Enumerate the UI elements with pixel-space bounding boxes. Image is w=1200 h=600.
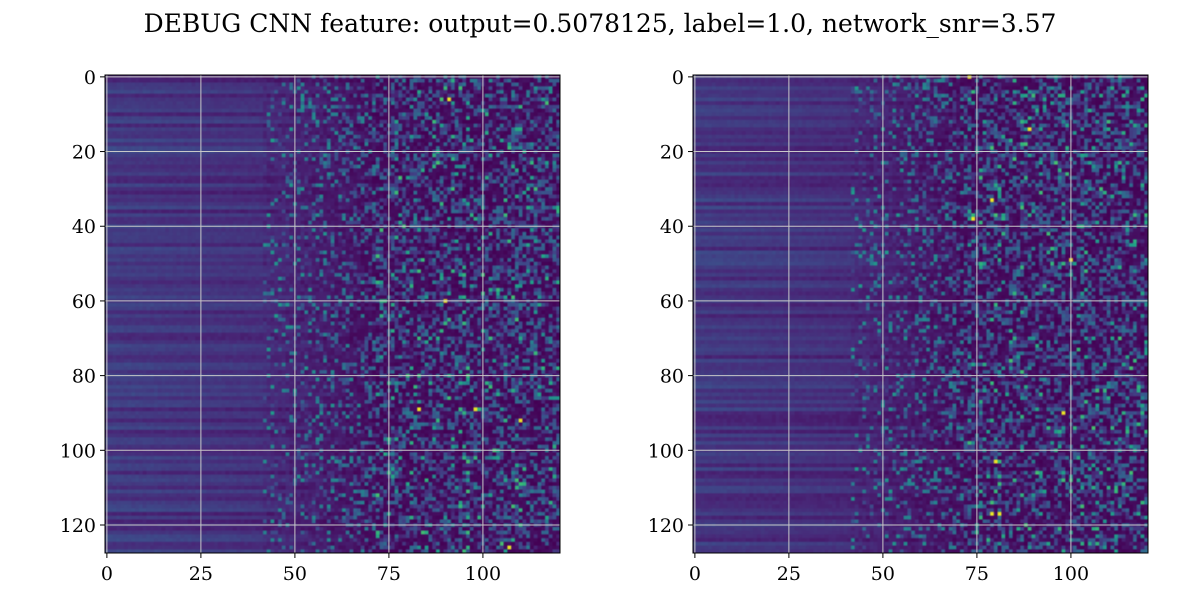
y-tick-label: 20	[660, 142, 684, 164]
heatmap-panel-right: 0 25 50 75 100 0 20 40 60 80 100 120	[648, 67, 1149, 585]
axes-frame	[104, 74, 561, 554]
x-tick-label: 25	[189, 563, 213, 585]
y-tick-label: 40	[72, 216, 96, 238]
x-tick-label: 50	[283, 563, 307, 585]
x-tick-label: 0	[101, 563, 113, 585]
x-tick-label: 100	[1053, 563, 1089, 585]
x-tick-label: 75	[965, 563, 989, 585]
heatmap-image	[693, 75, 1148, 553]
y-tick-label: 100	[648, 440, 684, 462]
y-tick-label: 120	[648, 515, 684, 537]
y-tick-label: 60	[660, 291, 684, 313]
x-tick-label: 75	[377, 563, 401, 585]
y-tick-label: 60	[72, 291, 96, 313]
y-tick-label: 20	[72, 142, 96, 164]
axes-frame	[692, 74, 1149, 554]
figure-title: DEBUG CNN feature: output=0.5078125, lab…	[144, 9, 1057, 38]
y-tick-label: 120	[60, 515, 96, 537]
y-tick-label: 80	[660, 366, 684, 388]
heatmap-image	[105, 75, 560, 553]
x-tick-label: 100	[465, 563, 501, 585]
x-tick-label: 50	[871, 563, 895, 585]
heatmap-panel-left: 0 25 50 75 100 0 20 40 60 80 100 120	[60, 67, 561, 585]
y-tick-label: 40	[660, 216, 684, 238]
y-tick-label: 100	[60, 440, 96, 462]
y-tick-label: 0	[672, 67, 684, 89]
y-tick-label: 80	[72, 366, 96, 388]
x-tick-label: 0	[689, 563, 701, 585]
y-tick-label: 0	[84, 67, 96, 89]
x-tick-label: 25	[777, 563, 801, 585]
